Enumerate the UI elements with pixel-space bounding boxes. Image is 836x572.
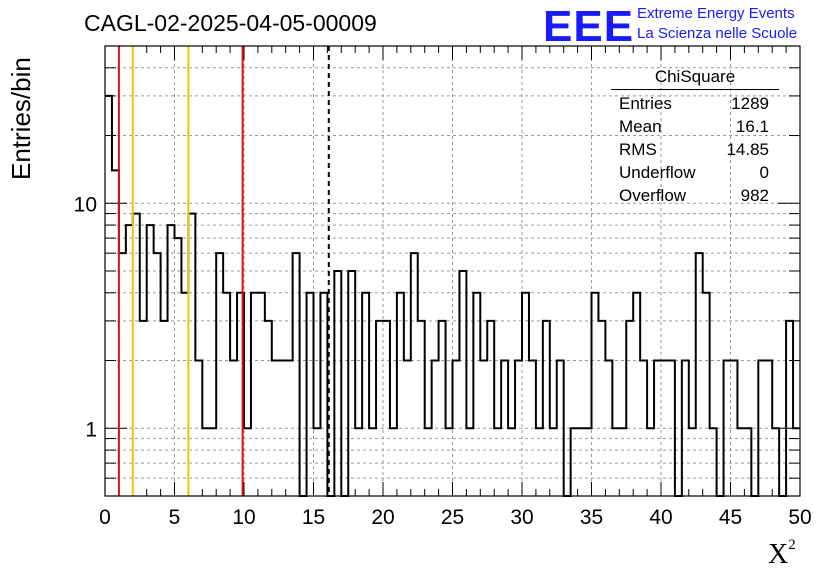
eee-logo: EEE [543, 2, 635, 51]
x-tick-label: 35 [580, 506, 603, 529]
stats-row-rms: RMS 14.85 [619, 140, 769, 159]
x-tick-label: 50 [788, 506, 811, 529]
logo-line-2: La Scienza nelle Scuole [637, 25, 798, 42]
x-tick-label: 30 [510, 506, 533, 529]
y-tick-label: 1 [85, 418, 97, 441]
stats-title: ChiSquare [611, 67, 779, 90]
x-axis-label: X2 [768, 537, 796, 570]
stats-row-mean: Mean 16.1 [619, 117, 769, 136]
x-tick-label: 40 [649, 506, 672, 529]
logo-line-1: Extreme Energy Events [637, 5, 795, 22]
stats-row-underflow: Underflow 0 [619, 163, 769, 182]
x-tick-label: 0 [99, 506, 111, 529]
x-tick-label: 5 [169, 506, 181, 529]
x-tick-label: 20 [371, 506, 394, 529]
x-tick-label: 45 [719, 506, 742, 529]
stats-row-overflow: Overflow 982 [619, 186, 769, 205]
x-tick-label: 15 [302, 506, 325, 529]
x-tick-label: 25 [441, 506, 464, 529]
chart-title: CAGL-02-2025-04-05-00009 [84, 10, 377, 36]
x-tick-label: 10 [232, 506, 255, 529]
stats-row-entries: Entries 1289 [619, 94, 769, 113]
plot-frame [104, 45, 801, 497]
stats-box: ChiSquare Entries 1289 Mean 16.1 RMS 14.85 … [611, 67, 779, 207]
y-axis-label: Entries/bin [6, 57, 36, 180]
y-tick-label: 10 [74, 193, 97, 216]
